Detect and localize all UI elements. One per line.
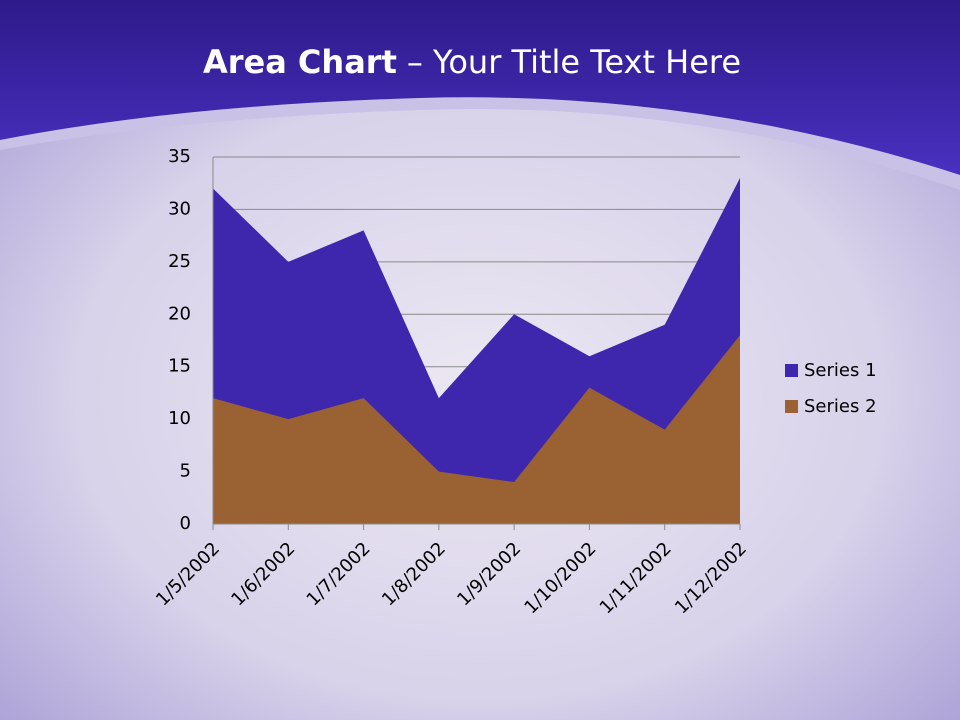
y-tick-label: 0 bbox=[180, 513, 191, 534]
y-tick-label: 25 bbox=[168, 251, 191, 272]
legend-swatch bbox=[785, 364, 798, 377]
area bbox=[213, 335, 740, 524]
legend-label: Series 2 bbox=[804, 396, 877, 417]
y-tick-label: 5 bbox=[180, 461, 191, 482]
title-rest: – Your Title Text Here bbox=[407, 43, 741, 81]
slide-title: Area Chart – Your Title Text Here bbox=[203, 43, 741, 81]
y-tick-label: 15 bbox=[168, 356, 191, 377]
header-band bbox=[0, 0, 960, 175]
y-tick-label: 30 bbox=[168, 198, 191, 219]
legend-label: Series 1 bbox=[804, 360, 877, 381]
y-tick-label: 20 bbox=[168, 303, 191, 324]
legend-swatch bbox=[785, 400, 798, 413]
y-tick-label: 35 bbox=[168, 146, 191, 167]
title-bold: Area Chart bbox=[203, 43, 397, 81]
y-tick-label: 10 bbox=[168, 408, 191, 429]
